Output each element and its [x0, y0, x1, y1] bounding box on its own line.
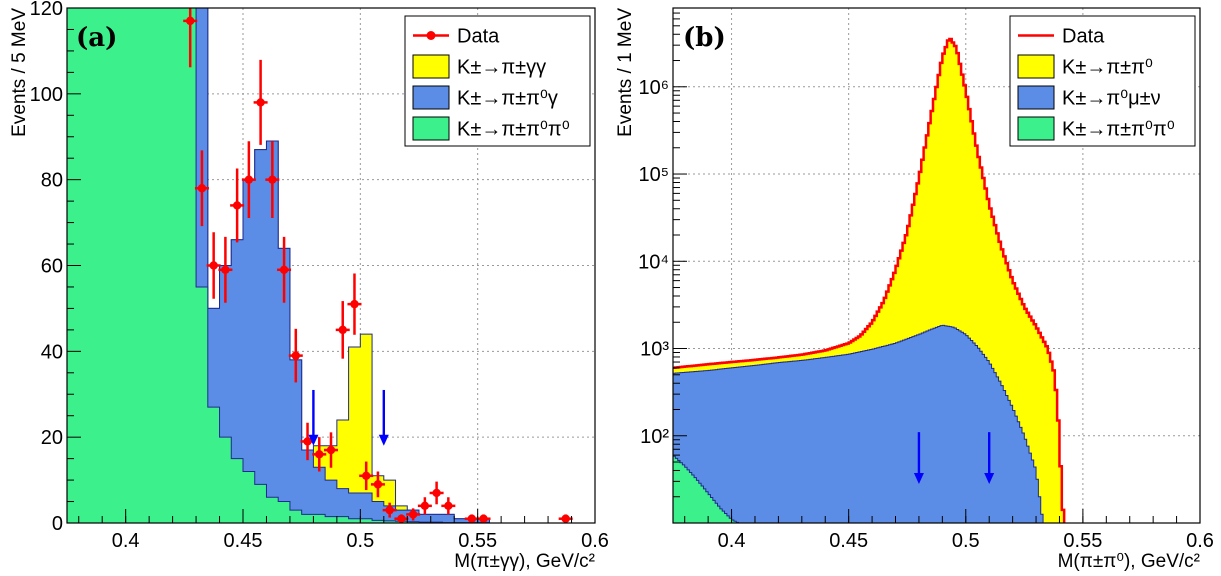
panel-a-data-point — [362, 471, 371, 480]
panel-a-y-axis-title: Events / 5 MeV — [9, 8, 30, 137]
panel-a-y-tick-label: 0 — [52, 513, 63, 535]
panel-a-data-point — [186, 16, 195, 26]
panel-a-data-point — [279, 265, 289, 274]
panel-a-data-point — [209, 261, 218, 270]
panel-b-arrow-low-head — [913, 472, 924, 484]
panel-a-y-tick-label: 20 — [41, 427, 63, 449]
panel-a-y-tick-label: 60 — [41, 256, 63, 278]
panel-a-legend-swatch — [412, 85, 450, 110]
panel-b-y-tick-label: 10² — [640, 426, 669, 448]
panel-a-y-tick-label: 40 — [41, 341, 63, 363]
panel-a-legend-label: K±→π±π⁰γ — [457, 88, 558, 110]
panel-a-x-tick-label: 0.4 — [112, 530, 140, 552]
panel-b-legend-swatch — [1017, 54, 1055, 79]
panel-a-data-point — [373, 480, 383, 489]
panel-a-data-point — [338, 325, 347, 335]
panel-a-data-point — [232, 201, 242, 210]
panel-a-data-point — [256, 98, 265, 107]
panel-a-tag: (a) — [76, 23, 117, 53]
panel-b-legend-label: Data — [1062, 26, 1105, 48]
panel-a-data-point — [561, 514, 570, 523]
panel-b-x-tick-label: 0.5 — [952, 530, 980, 552]
panel-b-x-tick-label: 0.4 — [718, 530, 746, 552]
panel-a-data-point — [444, 501, 453, 511]
panel-b-x-tick-label: 0.55 — [1063, 530, 1102, 552]
panel-b-stack-0 — [673, 455, 740, 523]
panel-b: 0.4 0.45 0.5 0.55 0.6 10² 10³ 10⁴ 10⁵ 10⁶ (b) M(π… — [615, 7, 1214, 572]
panel-a-x-tick-label: 0.55 — [458, 530, 497, 552]
panel-a-cut-arrows — [308, 389, 389, 446]
panel-a-legend-label: K±→π±γγ — [457, 57, 546, 79]
panel-a-data-point — [479, 514, 488, 523]
panel-a-data-point — [291, 351, 300, 360]
panel-a-legend: Data K±→π±γγ K±→π±π⁰γ K±→π±π⁰π⁰ — [404, 15, 591, 147]
panel-b-legend-swatch — [1017, 85, 1055, 110]
panel-b-x-tick-label: 0.45 — [829, 530, 868, 552]
panel-b-data-histogram — [673, 37, 1066, 523]
panel-b-cut-arrows — [913, 432, 995, 484]
panel-a-data-point — [408, 510, 418, 519]
panel-b-y-tick-label: 10⁴ — [638, 251, 669, 273]
panel-a-data-point — [268, 175, 277, 184]
panel-b-y-tick-label: 10³ — [640, 339, 669, 361]
panel-a-x-axis-title: M(π±γγ), GeV/c² — [454, 551, 595, 572]
panel-a-data-point — [385, 505, 394, 515]
panel-b-legend-label: K±→π±π⁰ — [1062, 57, 1153, 79]
panel-b-stack-1 — [673, 324, 1044, 523]
panel-a-arrow-low-head — [308, 434, 319, 446]
panel-b-legend-swatch — [1017, 116, 1055, 141]
panel-a-y-tick-label: 120 — [30, 0, 63, 20]
panel-a-data-points — [183, 8, 573, 523]
panel-b-legend-label: K±→π⁰μ±ν — [1062, 88, 1161, 110]
panel-a-data-point — [303, 437, 312, 446]
panel-a-data-point — [432, 488, 441, 498]
panel-a-data-point — [244, 175, 254, 184]
panel-b-legend-label: K±→π±π⁰π⁰ — [1062, 119, 1175, 141]
panel-b-ticks: 0.4 0.45 0.5 0.55 0.6 10² 10³ 10⁴ 10⁵ 10⁶ — [638, 12, 1214, 552]
panel-a-data-point — [315, 450, 324, 459]
panel-a-x-tick-label: 0.5 — [346, 530, 374, 552]
panel-a-x-tick-label: 0.6 — [581, 530, 609, 552]
panel-a-data-point — [397, 514, 406, 523]
panel-a-y-tick-label: 80 — [41, 170, 63, 192]
panel-a-data-point — [221, 265, 230, 274]
panel-b-y-tick-label: 10⁵ — [638, 164, 669, 186]
panel-b-x-tick-label: 0.6 — [1186, 530, 1214, 552]
panel-a-legend-label: K±→π±π⁰π⁰ — [457, 119, 570, 141]
panel-b-legend: Data K±→π±π⁰ K±→π⁰μ±ν K±→π±π⁰π⁰ — [1009, 15, 1196, 147]
panel-b-data-line — [673, 37, 1066, 523]
panel-a-data-point — [467, 514, 476, 523]
panel-a-y-tick-label: 100 — [30, 84, 63, 106]
panel-a: 0.4 0.45 0.5 0.55 0.6 0 20 40 60 80 100 120 (a) M(π… — [9, 0, 609, 572]
panel-b-arrow-high-head — [984, 472, 995, 484]
panel-a-data-point — [326, 445, 336, 455]
panel-a-legend-swatch — [412, 54, 450, 79]
panel-a-data-point — [420, 501, 430, 511]
panel-a-data-point — [350, 299, 359, 309]
panel-a-ticks: 0.4 0.45 0.5 0.55 0.6 0 20 40 60 80 100 120 — [30, 0, 609, 552]
panel-a-x-tick-label: 0.45 — [224, 530, 263, 552]
panel-a-legend-swatch — [412, 116, 450, 141]
panel-b-tag: (b) — [683, 23, 726, 53]
panel-a-legend-data-dot — [426, 31, 436, 40]
panel-b-y-tick-label: 10⁶ — [639, 77, 669, 99]
panel-b-y-axis-title: Events / 1 MeV — [615, 8, 636, 137]
panel-b-x-axis-title: M(π±π⁰), GeV/c² — [1058, 551, 1200, 572]
panel-a-arrow-high-head — [378, 434, 389, 446]
panel-a-data-point — [197, 184, 207, 193]
panel-a-legend-label: Data — [457, 26, 500, 48]
